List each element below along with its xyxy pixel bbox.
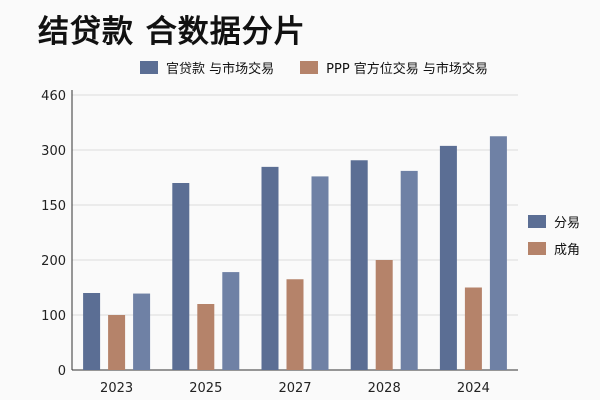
y-tick-label: 200 xyxy=(41,254,66,269)
bar xyxy=(286,279,304,370)
y-tick-label: 0 xyxy=(58,364,66,379)
x-tick-label: 2023 xyxy=(100,381,133,396)
chart-title: 结贷款 合数据分片 xyxy=(38,14,306,50)
bar xyxy=(261,166,279,370)
bar xyxy=(400,170,418,370)
bar xyxy=(350,160,368,370)
x-tick-label: 2028 xyxy=(368,381,401,396)
legend-top-item-2: PPP 官方位交易 与市场交易 xyxy=(300,58,488,77)
bar xyxy=(108,315,126,370)
bar xyxy=(172,183,190,370)
y-tick-label: 300 xyxy=(41,144,66,159)
legend-swatch-brown xyxy=(300,61,319,74)
bar xyxy=(439,145,457,370)
y-tick-label: 100 xyxy=(41,309,66,324)
legend-side: 分易 成角 xyxy=(528,212,580,258)
legend-top-label-2: PPP 官方位交易 与市场交易 xyxy=(326,62,488,77)
bar xyxy=(311,176,329,370)
y-tick-label: 150 xyxy=(41,199,66,214)
legend-swatch-blue xyxy=(140,61,158,74)
bar xyxy=(464,287,482,370)
y-tick-label: 460 xyxy=(41,89,66,104)
bar xyxy=(489,136,507,370)
bar xyxy=(222,272,240,370)
bar xyxy=(83,293,101,370)
legend-top-item-1: 官贷款 与市场交易 xyxy=(140,58,274,77)
x-tick-label: 2024 xyxy=(457,381,490,396)
bar xyxy=(133,293,151,370)
legend-top: 官贷款 与市场交易 PPP 官方位交易 与市场交易 xyxy=(140,58,488,77)
legend-top-label-1: 官贷款 与市场交易 xyxy=(166,62,275,77)
x-tick-label: 2025 xyxy=(189,381,222,396)
legend-swatch-blue xyxy=(528,215,546,228)
legend-side-label-1: 分易 xyxy=(554,216,581,231)
legend-side-item-2: 成角 xyxy=(528,239,580,258)
bar xyxy=(197,304,215,370)
legend-side-item-1: 分易 xyxy=(528,212,580,231)
x-tick-label: 2027 xyxy=(278,381,311,396)
bar xyxy=(375,260,393,370)
legend-side-label-2: 成角 xyxy=(554,243,581,258)
legend-swatch-brown xyxy=(528,242,546,255)
